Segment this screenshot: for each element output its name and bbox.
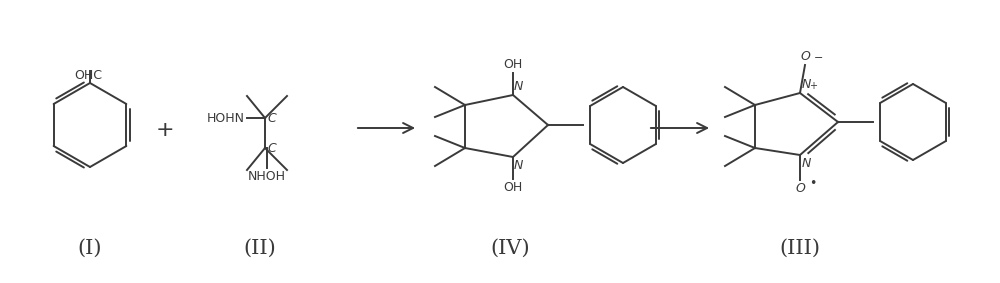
Text: −: −: [814, 53, 823, 63]
Text: (IV): (IV): [490, 239, 530, 258]
Text: (I): (I): [78, 239, 102, 258]
Text: N: N: [802, 157, 811, 170]
Text: O: O: [800, 50, 810, 63]
Text: OH: OH: [503, 58, 523, 71]
Text: +: +: [809, 81, 817, 91]
Text: HOHN: HOHN: [207, 112, 245, 125]
Text: +: +: [156, 120, 174, 140]
Text: N: N: [802, 78, 811, 91]
Text: (II): (II): [244, 239, 276, 258]
Text: OH: OH: [503, 181, 523, 194]
Text: OHC: OHC: [74, 69, 102, 82]
Text: N: N: [514, 80, 523, 93]
Text: (III): (III): [780, 239, 820, 258]
Text: •: •: [809, 177, 816, 190]
Text: NHOH: NHOH: [248, 170, 286, 183]
Text: C: C: [267, 142, 276, 155]
Text: C: C: [267, 112, 276, 125]
Text: O: O: [795, 182, 805, 195]
Text: N: N: [514, 159, 523, 172]
